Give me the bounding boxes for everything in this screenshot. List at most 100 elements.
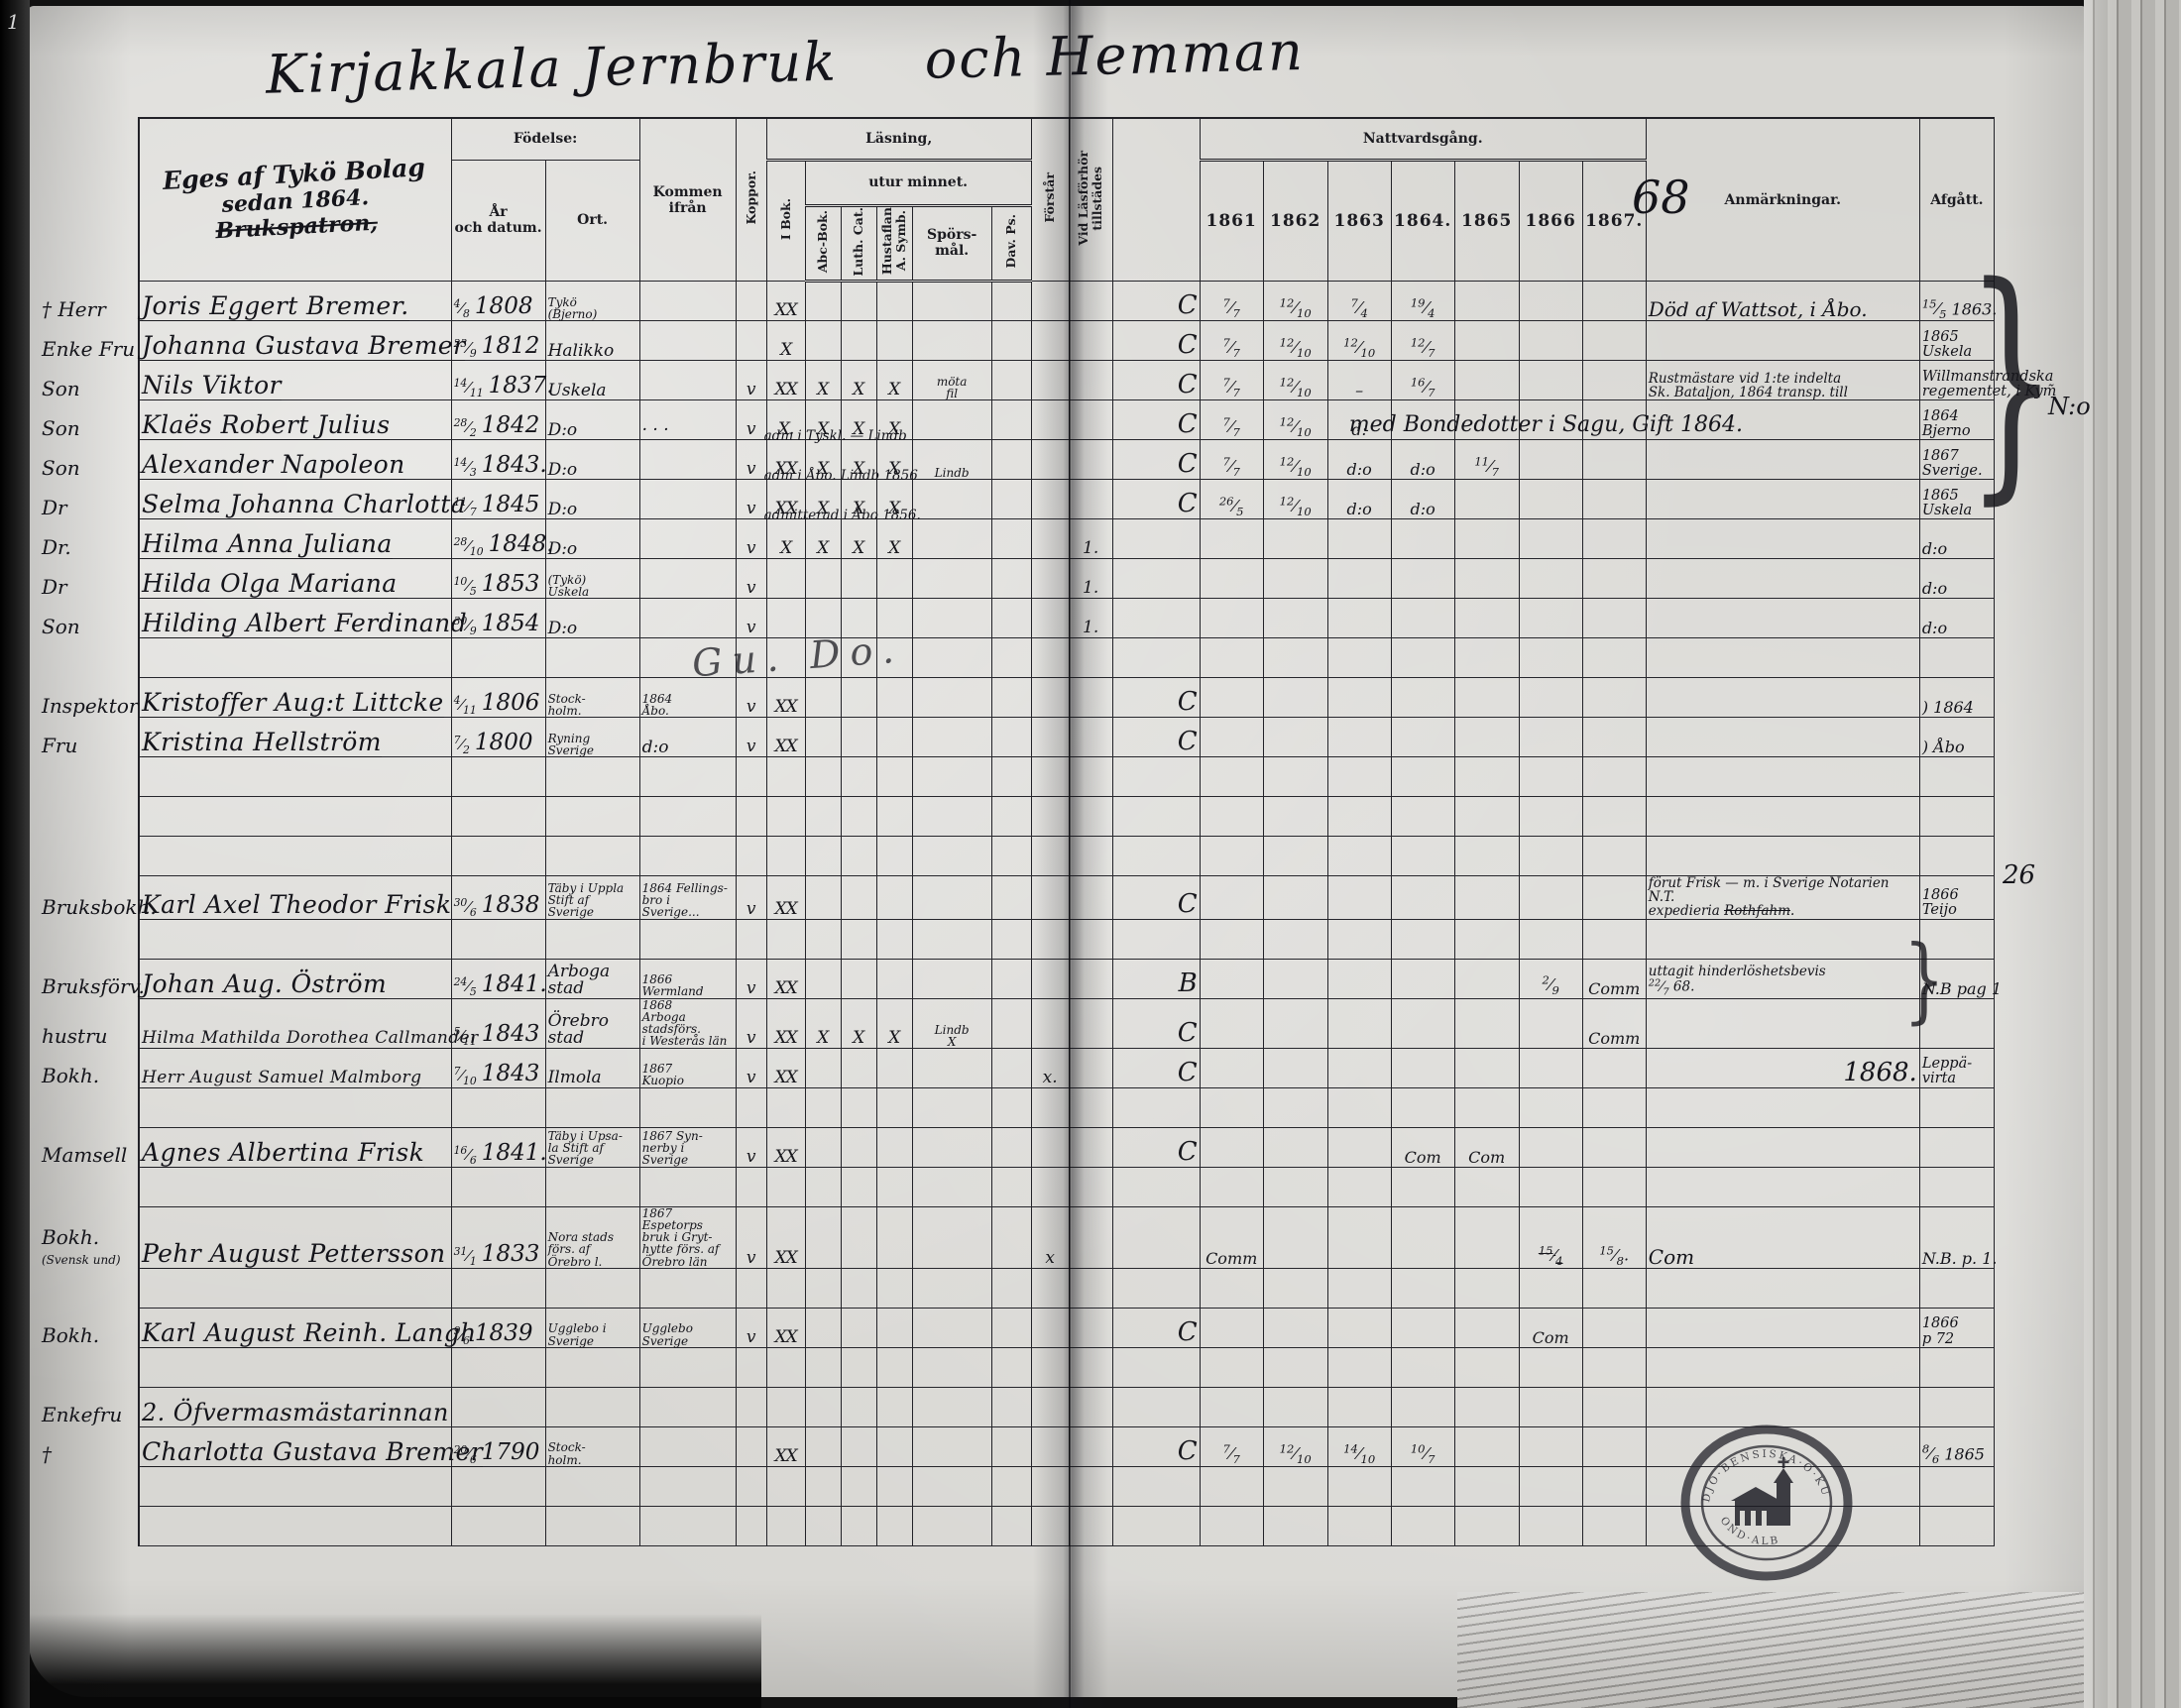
cell-y66 [1519, 598, 1583, 639]
cell-y62: 12⁄10 [1263, 1426, 1328, 1467]
cell-kop [736, 919, 767, 960]
cell-vid [1069, 1347, 1113, 1388]
cell-y62 [1263, 1206, 1328, 1269]
cell-y66 [1519, 1466, 1583, 1507]
cell-pre [1112, 1268, 1201, 1309]
cell-m [40, 796, 141, 837]
cell-name [139, 1087, 452, 1128]
cell-vid [1069, 717, 1113, 758]
cell-kf [639, 598, 737, 639]
cell-dav [991, 479, 1032, 520]
cell-y62 [1263, 1506, 1328, 1546]
cell-afg [1919, 1466, 1996, 1507]
cell-dav [991, 919, 1032, 960]
cell-kf [639, 1268, 737, 1309]
cell-y61 [1200, 1347, 1264, 1388]
cell-pre: C [1112, 479, 1201, 520]
cell-luth [841, 598, 877, 639]
cell-y66: 2⁄9 [1519, 959, 1583, 999]
cell-y65 [1454, 836, 1520, 877]
cell-date [451, 1268, 546, 1309]
cell-ort: D:o [545, 518, 640, 560]
cell-spors [912, 959, 992, 999]
cell-dav [991, 1167, 1032, 1207]
cell-y63 [1327, 1206, 1392, 1269]
cell-abc: X [805, 518, 842, 560]
cell-luth [841, 796, 877, 838]
register-body: † Herr Joris Eggert Bremer. 4⁄8 1808 Tykö (B… [40, 281, 2056, 1546]
cell-ort: Stock-holm. [545, 677, 640, 719]
cell-luth [841, 1506, 877, 1546]
cell-afg [1919, 1087, 1996, 1128]
cell-y63 [1327, 959, 1392, 999]
cell-pre [1112, 598, 1201, 639]
cell-abc [805, 717, 842, 758]
cell-hust [876, 598, 913, 639]
cell-spors [912, 281, 992, 322]
cell-y61 [1200, 677, 1264, 719]
cell-spors [912, 875, 992, 920]
cell-y62 [1263, 717, 1328, 758]
cell-hust [876, 1387, 913, 1427]
cell-y64: 12⁄7 [1391, 320, 1455, 362]
cell-fors [1031, 1506, 1070, 1546]
cell-fors: x. [1031, 1048, 1070, 1088]
cell-kop [736, 637, 767, 679]
cell-kf: 1866 Wermland [639, 959, 737, 999]
cell-dav [991, 1506, 1032, 1546]
col-header-forstar: Förstår [1031, 117, 1070, 283]
cell-pre [1112, 836, 1201, 877]
cell-pre: C [1112, 360, 1201, 401]
cell-date: 7⁄2 1800 [451, 717, 546, 758]
cell-ibok [766, 637, 806, 679]
cell-hust [876, 637, 913, 679]
cell-date: 28⁄2 1842 [451, 399, 546, 441]
cell-abc [805, 1048, 842, 1088]
cell-anm [1646, 1387, 1920, 1427]
cell-m: Dr [40, 479, 141, 519]
cell-spors [912, 1167, 992, 1207]
cell-kop [736, 1506, 767, 1546]
cell-ort [545, 1347, 640, 1388]
cell-y67 [1582, 598, 1647, 639]
cell-vid: 1. [1069, 518, 1113, 560]
cell-y66 [1519, 677, 1583, 719]
cell-y65 [1454, 320, 1520, 362]
cell-dav [991, 1087, 1032, 1128]
cell-afg: 1866 Teijo [1919, 875, 1996, 920]
cell-luth [841, 1206, 877, 1269]
cell-hust [876, 836, 913, 877]
cell-fors [1031, 479, 1070, 520]
book-left-edge [0, 0, 30, 1708]
col-header-year-1861: 1861 [1200, 160, 1264, 283]
cell-y64: 16⁄7 [1391, 360, 1455, 401]
cell-dav [991, 558, 1032, 600]
cell-fors [1031, 1466, 1070, 1507]
cell-y62 [1263, 637, 1328, 679]
cell-name: Selma Johanna Charlotta [139, 479, 466, 520]
cell-dav [991, 677, 1032, 719]
cell-y62: 12⁄10 [1263, 439, 1328, 481]
blank-row [40, 1087, 1996, 1128]
cell-vid [1069, 998, 1113, 1049]
cell-y63: 12⁄10 [1327, 320, 1392, 362]
cell-y67 [1582, 756, 1647, 798]
cell-y67 [1582, 320, 1647, 362]
cell-anm [1646, 1127, 1920, 1168]
cell-y67 [1582, 360, 1647, 401]
cell-afg: Leppä-virta [1919, 1048, 1996, 1088]
cell-kop [736, 1268, 767, 1309]
cell-kf [639, 558, 737, 600]
cell-y67 [1582, 1506, 1647, 1546]
cell-anm [1646, 1347, 1920, 1388]
cell-kop: v [736, 717, 767, 758]
register-table: Eges af Tykö Bolag sedan 1864. Brukspatr… [40, 109, 2056, 1546]
cell-fors [1031, 796, 1070, 838]
cell-ibok: XX [766, 959, 806, 999]
col-header-lasning: Läsning, [766, 117, 1032, 162]
cell-vid [1069, 399, 1113, 441]
cell-m: Son [40, 399, 141, 440]
cell-afg: 1866 p 72 [1919, 1308, 1996, 1348]
cell-kf [639, 1347, 737, 1388]
